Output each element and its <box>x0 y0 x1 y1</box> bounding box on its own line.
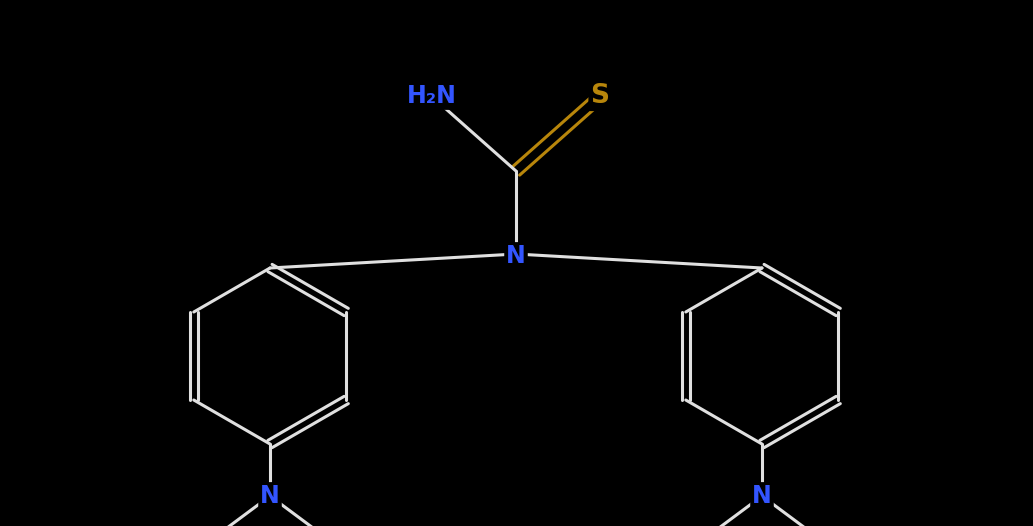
Text: N: N <box>260 484 280 508</box>
Text: N: N <box>752 484 772 508</box>
Text: H₂N: H₂N <box>407 84 457 108</box>
Text: S: S <box>591 83 609 109</box>
Text: N: N <box>506 244 526 268</box>
